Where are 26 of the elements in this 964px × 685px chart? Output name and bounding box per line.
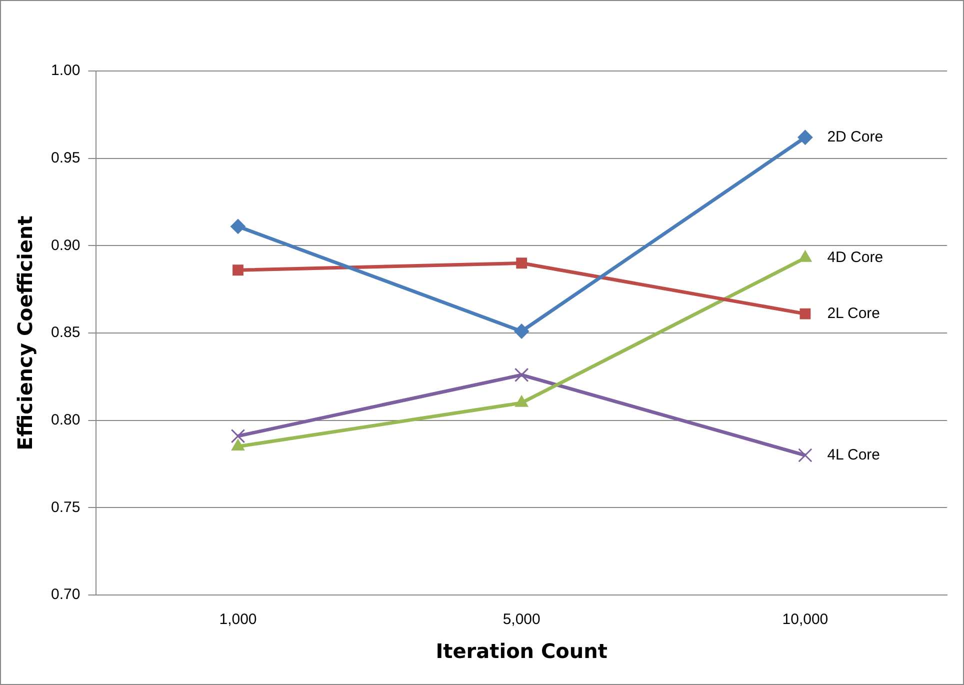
series-label: 4L Core (827, 446, 880, 464)
point (232, 264, 244, 276)
y-axis-title: Efficiency Coefficient (13, 215, 38, 450)
point (514, 324, 530, 339)
point (798, 130, 813, 145)
x-tick-label: 5,000 (502, 611, 540, 628)
series-label: 2D Core (827, 128, 884, 146)
x-tick-label: 10,000 (782, 611, 828, 628)
y-tick-label: 0.90 (50, 236, 80, 254)
y-tick-label: 1.00 (50, 62, 80, 80)
point (230, 428, 246, 444)
point (516, 258, 528, 269)
y-tick-label: 0.75 (50, 498, 80, 516)
point (800, 308, 811, 320)
point (514, 368, 529, 382)
point (231, 439, 245, 451)
x-axis-title: Iteration Count (436, 639, 608, 664)
series-label: 2L Core (827, 304, 880, 322)
y-tick-label: 0.70 (50, 586, 80, 604)
y-tick-label: 0.95 (50, 149, 80, 166)
point (798, 448, 812, 462)
y-tick-label: 0.85 (50, 324, 80, 342)
x-tick-label: 1,000 (219, 611, 257, 628)
series-label: 4D Core (827, 249, 884, 266)
point (230, 218, 246, 234)
y-tick-label: 0.80 (50, 411, 80, 428)
